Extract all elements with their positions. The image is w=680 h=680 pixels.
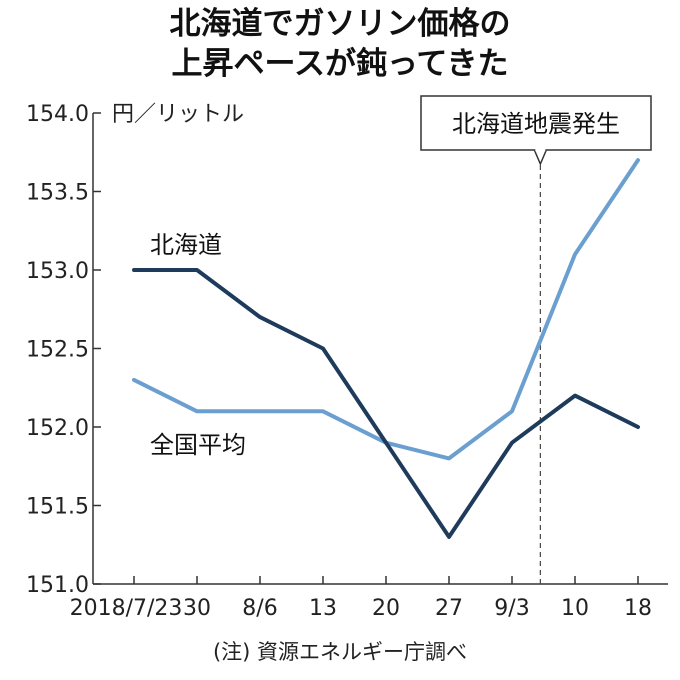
series-line-national-average (132, 158, 640, 461)
series-lines (132, 158, 640, 539)
y-tick-label: 153.5 (26, 181, 89, 206)
annotation-label: 北海道地震発生 (452, 110, 620, 138)
annotation: 北海道地震発生 (420, 95, 652, 584)
x-tick-label: 13 (309, 596, 337, 621)
y-axis-unit: 円／リットル (112, 102, 244, 127)
y-tick-label: 152.0 (26, 416, 89, 441)
x-tick-label: 8/6 (242, 596, 277, 621)
y-tick-label: 151.0 (26, 573, 89, 598)
x-axis: 2018/7/23 30 8/6 13 20 27 9/3 10 18 (70, 576, 652, 621)
y-axis: 154.0 153.5 153.0 152.5 152.0 151.5 151.0 (26, 102, 101, 598)
annotation-pointer (533, 149, 548, 166)
series-label-hokkaido: 北海道 (150, 231, 222, 259)
y-tick-label: 152.5 (26, 338, 89, 363)
x-tick-label: 2018/7/23 (70, 596, 183, 621)
axes (92, 113, 668, 585)
y-tick-label: 153.0 (26, 259, 89, 284)
series-label-national: 全国平均 (150, 431, 246, 459)
annotation-box (420, 95, 652, 151)
source-note: (注) 資源エネルギー庁調べ (212, 640, 468, 664)
x-tick-label: 9/3 (494, 596, 529, 621)
chart-title: 北海道でガソリン価格の (169, 6, 511, 42)
x-tick-label: 10 (561, 596, 589, 621)
x-tick-label: 27 (435, 596, 463, 621)
x-tick-label: 18 (624, 596, 652, 621)
series-line-hokkaido (132, 268, 640, 539)
chart-subtitle: 上昇ペースが鈍ってきた (171, 46, 509, 82)
x-tick-label: 30 (183, 596, 211, 621)
y-tick-label: 151.5 (26, 495, 89, 520)
y-tick-label: 154.0 (26, 102, 89, 127)
x-tick-label: 20 (372, 596, 400, 621)
